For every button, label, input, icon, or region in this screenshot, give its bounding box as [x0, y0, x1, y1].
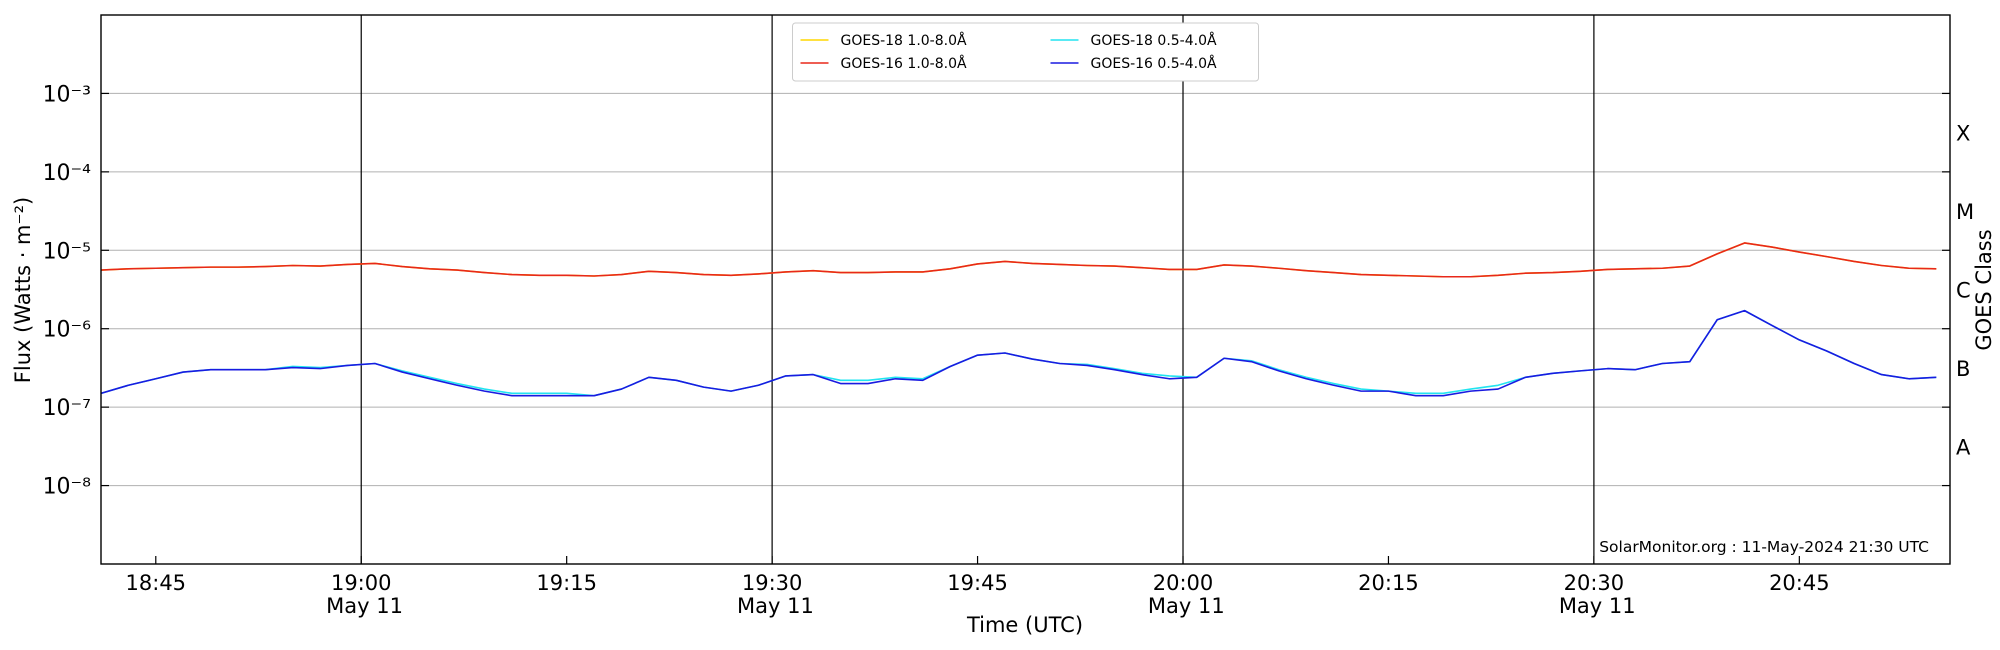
x-tick-label: 20:45 [1769, 571, 1830, 595]
x-tick-label: 20:00 May 11 [1141, 571, 1225, 618]
goes-class-label: C [1956, 279, 1971, 303]
annotation: SolarMonitor.org : 11-May-2024 21:30 UTC [1599, 538, 1929, 556]
plot-area [101, 242, 1937, 397]
x-tick-label: 20:30 May 11 [1552, 571, 1636, 618]
y-axis-label: Flux (Watts · m⁻²) [11, 197, 35, 383]
plot-frame [100, 14, 1951, 565]
legend-label: GOES-16 0.5-4.0Å [1091, 55, 1217, 72]
legend-label: GOES-18 0.5-4.0Å [1091, 32, 1217, 49]
legend-box [792, 22, 1259, 82]
x-tick-label: 18:45 [126, 571, 187, 595]
y2-axis-label: GOES Class [1972, 229, 1996, 350]
y-tick-label: 10⁻³ [43, 82, 91, 107]
x-tick-label: 19:15 [536, 571, 597, 595]
x-axis-label: Time (UTC) [966, 613, 1083, 637]
x-tick-label: 19:45 [947, 571, 1008, 595]
goes-class-label: A [1956, 435, 1971, 459]
series-line [101, 242, 1937, 278]
x-tick-label: 20:15 [1358, 571, 1419, 595]
x-tick-label: 19:00 May 11 [319, 571, 403, 618]
series-line [101, 309, 1937, 397]
goes-class-label: M [1956, 200, 1974, 224]
legend-label: GOES-16 1.0-8.0Å [841, 55, 967, 72]
y-tick-label: 10⁻⁷ [43, 396, 91, 421]
y-tick-label: 10⁻⁴ [43, 161, 92, 186]
legend-label: GOES-18 1.0-8.0Å [841, 32, 967, 49]
goes-class-label: B [1956, 357, 1970, 381]
goes-class-label: X [1956, 122, 1970, 146]
x-tick-label: 19:30 May 11 [730, 571, 814, 618]
y-tick-label: 10⁻⁶ [43, 318, 92, 343]
y-tick-label: 10⁻⁵ [43, 239, 91, 264]
y-tick-label: 10⁻⁸ [43, 475, 92, 500]
